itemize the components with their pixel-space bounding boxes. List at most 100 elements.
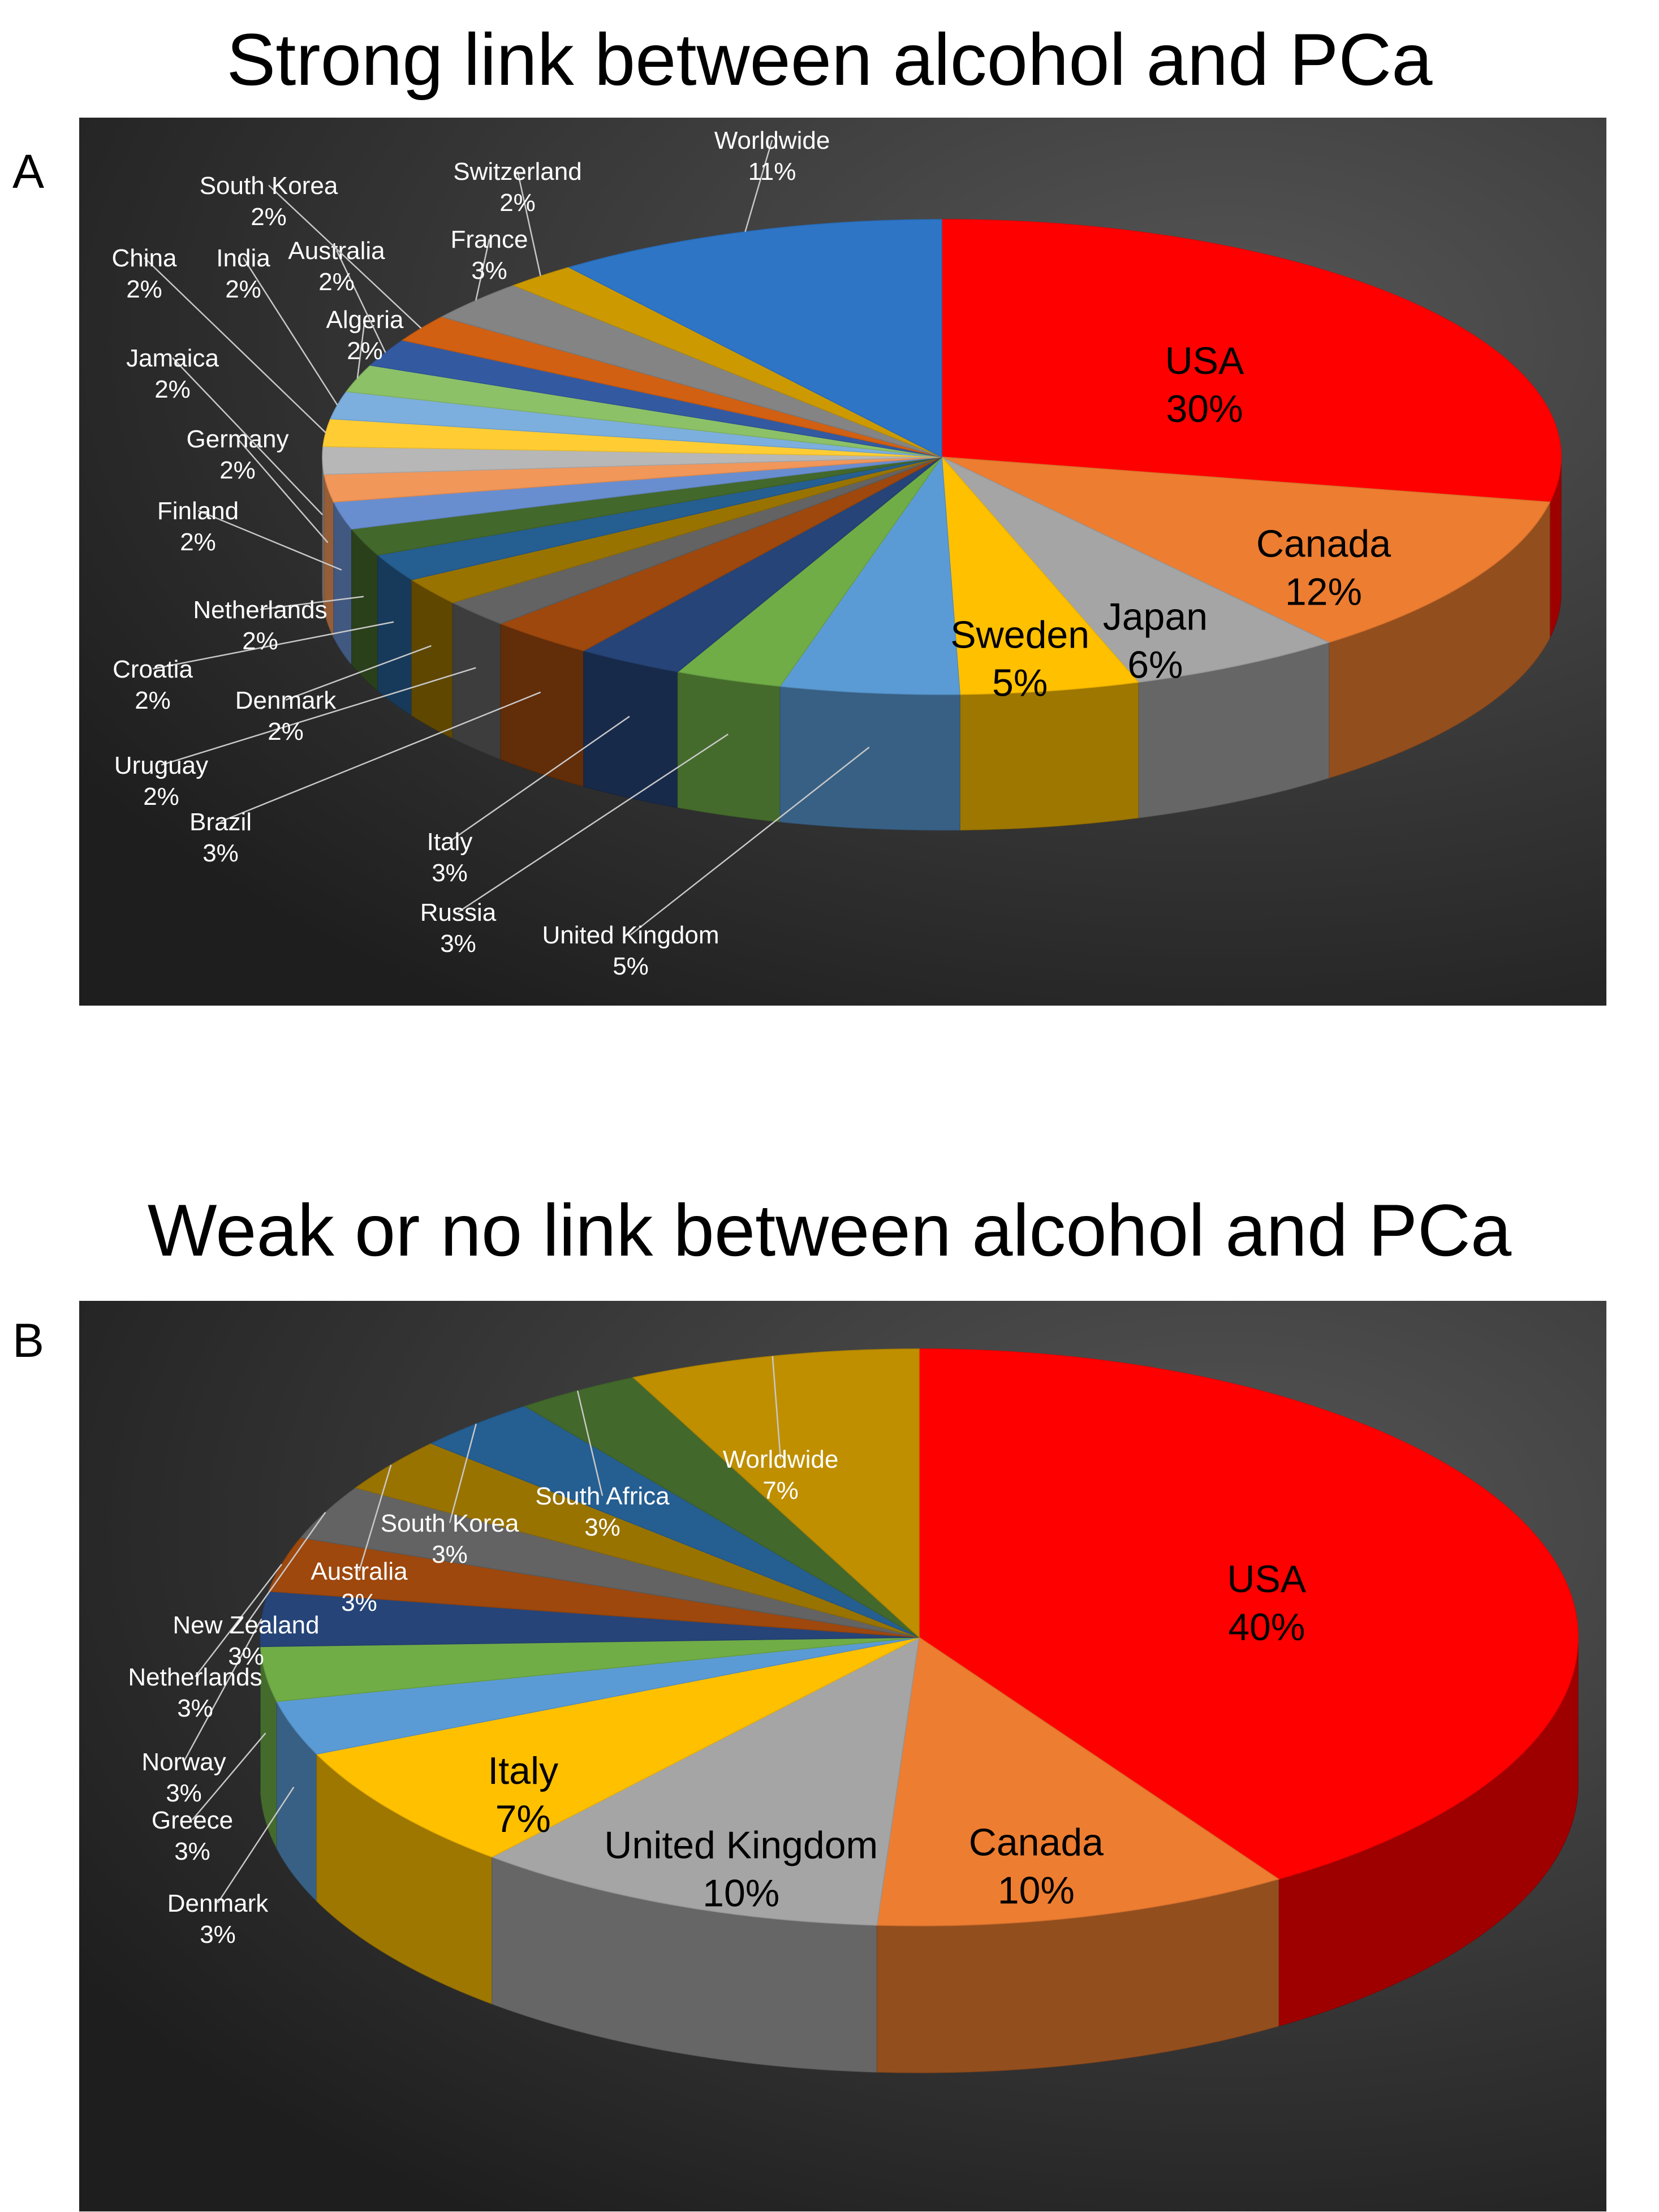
leader-line-worldwide — [772, 1356, 782, 1459]
pie-chart-panel-b: USA 40% Canada 10% United Kingdom 10% Italy 7% D… — [79, 1301, 1606, 2211]
slice-value-south-korea: 3% — [432, 1541, 468, 1568]
pie-side-croatia — [377, 554, 412, 716]
leader-line-new-zealand — [245, 1511, 326, 1625]
slice-value-italy: 3% — [432, 859, 468, 887]
leader-line-denmark — [285, 645, 432, 701]
slice-value-denmark: 2% — [268, 718, 304, 745]
leader-line-jamaica — [172, 357, 324, 516]
slice-value-china: 2% — [126, 275, 162, 303]
slice-value-italy: 7% — [495, 1797, 551, 1840]
slice-label-united-kingdom: United Kingdom — [542, 921, 719, 949]
slice-value-greece: 3% — [174, 1838, 210, 1865]
leader-line-italy — [449, 715, 630, 842]
slice-value-brazil: 3% — [202, 839, 239, 867]
leader-line-australia — [358, 1464, 392, 1571]
pie-slice-usa — [919, 1348, 1579, 1880]
leader-line-china — [144, 257, 326, 433]
chart-title-b: Weak or no link between alcohol and PCa — [147, 1189, 1512, 1271]
slice-value-usa: 30% — [1166, 387, 1243, 430]
slice-value-denmark: 3% — [200, 1921, 236, 1948]
pie-slice-sweden — [941, 455, 1140, 695]
slice-label-australia: Australia — [288, 237, 385, 265]
slice-label-france: France — [451, 226, 528, 253]
pie-slice-usa — [941, 219, 1562, 503]
leader-line-russia — [458, 734, 729, 913]
panel-label-b: B — [12, 1314, 45, 1367]
slice-label-denmark: Denmark — [167, 1890, 269, 1917]
panel-label-a: A — [12, 145, 45, 198]
pie-side-uruguay — [452, 602, 501, 760]
leader-line-greece — [192, 1732, 266, 1821]
slice-value-algeria: 2% — [347, 337, 383, 365]
slice-value-croatia: 2% — [135, 687, 171, 714]
pie-slice-canada — [876, 1636, 1280, 1926]
slice-value-worldwide: 7% — [762, 1477, 799, 1504]
slice-label-india: India — [216, 244, 270, 272]
slice-value-norway: 3% — [166, 1779, 202, 1807]
slice-value-united-kingdom: 5% — [613, 952, 649, 980]
slice-value-russia: 3% — [440, 930, 476, 958]
leader-line-south-korea — [268, 184, 422, 329]
slice-label-canada: Canada — [969, 1821, 1104, 1864]
pie-slice-united-kingdom — [490, 1636, 920, 1926]
slice-value-france: 3% — [471, 257, 507, 284]
pie-chart-svg: USA 30% Canada 12% Japan 6% Sweden 5% United Kin… — [79, 118, 1606, 1006]
leader-line-netherlands — [260, 596, 364, 610]
slice-label-south-africa: South Africa — [535, 1482, 670, 1510]
slice-label-netherlands: Netherlands — [128, 1663, 262, 1691]
leader-line-south-africa — [576, 1390, 604, 1496]
leader-line-france — [475, 239, 490, 301]
slice-value-netherlands: 2% — [242, 627, 278, 655]
slice-label-canada: Canada — [1256, 522, 1391, 565]
leader-line-denmark — [217, 1787, 295, 1904]
slice-label-united-kingdom: United Kingdom — [604, 1823, 878, 1866]
leader-line-algeria — [356, 319, 366, 379]
slice-label-denmark: Denmark — [235, 687, 337, 714]
slice-value-canada: 10% — [998, 1869, 1075, 1912]
slice-label-new-zealand: New Zealand — [173, 1611, 319, 1639]
pie-chart-svg: USA 40% Canada 10% United Kingdom 10% Italy 7% D… — [79, 1301, 1606, 2211]
leader-line-worldwide — [744, 140, 773, 232]
slice-value-india: 2% — [225, 275, 261, 303]
leader-line-switzerland — [516, 171, 541, 277]
slice-label-sweden: Sweden — [950, 614, 1089, 657]
pie-chart-panel-a: USA 30% Canada 12% Japan 6% Sweden 5% United Kin… — [79, 118, 1606, 1006]
leader-line-south-korea — [449, 1424, 477, 1523]
slice-label-finland: Finland — [157, 497, 239, 525]
slice-label-croatia: Croatia — [113, 656, 193, 683]
slice-value-south-africa: 3% — [584, 1514, 620, 1541]
slice-label-switzerland: Switzerland — [453, 158, 581, 186]
slice-value-usa: 40% — [1228, 1606, 1305, 1649]
leader-line-brazil — [220, 691, 541, 822]
slice-label-jamaica: Jamaica — [126, 344, 219, 372]
leader-line-australia — [335, 250, 386, 353]
pie-side-finland — [333, 502, 352, 666]
slice-value-new-zealand: 3% — [228, 1642, 264, 1670]
slice-label-japan: Japan — [1103, 596, 1208, 639]
slice-value-switzerland: 2% — [499, 189, 536, 217]
slice-label-uruguay: Uruguay — [114, 752, 208, 779]
chart-title-a: Strong link between alcohol and PCa — [226, 18, 1433, 101]
slice-value-germany: 2% — [219, 456, 256, 484]
slice-value-japan: 6% — [1127, 644, 1183, 687]
slice-label-south-korea: South Korea — [381, 1510, 519, 1537]
slice-value-australia: 3% — [341, 1589, 377, 1616]
leader-line-norway — [183, 1618, 262, 1762]
pie-slice-japan — [941, 456, 1330, 683]
pie-slice-italy — [316, 1637, 920, 1858]
slice-value-canada: 12% — [1285, 570, 1362, 613]
slice-label-china: China — [112, 244, 177, 272]
slice-value-worldwide: 11% — [748, 158, 796, 186]
slice-label-russia: Russia — [420, 899, 497, 926]
leader-line-uruguay — [161, 667, 476, 766]
leader-line-finland — [197, 510, 342, 571]
slice-label-italy: Italy — [427, 828, 473, 856]
leader-line-germany — [237, 438, 329, 544]
leader-line-india — [242, 257, 338, 406]
slice-value-jamaica: 2% — [154, 376, 191, 403]
slice-label-norway: Norway — [141, 1748, 226, 1776]
leader-line-croatia — [152, 621, 394, 670]
slice-value-netherlands: 3% — [177, 1694, 213, 1722]
pie-side-italy — [583, 650, 678, 808]
slice-label-australia: Australia — [311, 1558, 408, 1585]
